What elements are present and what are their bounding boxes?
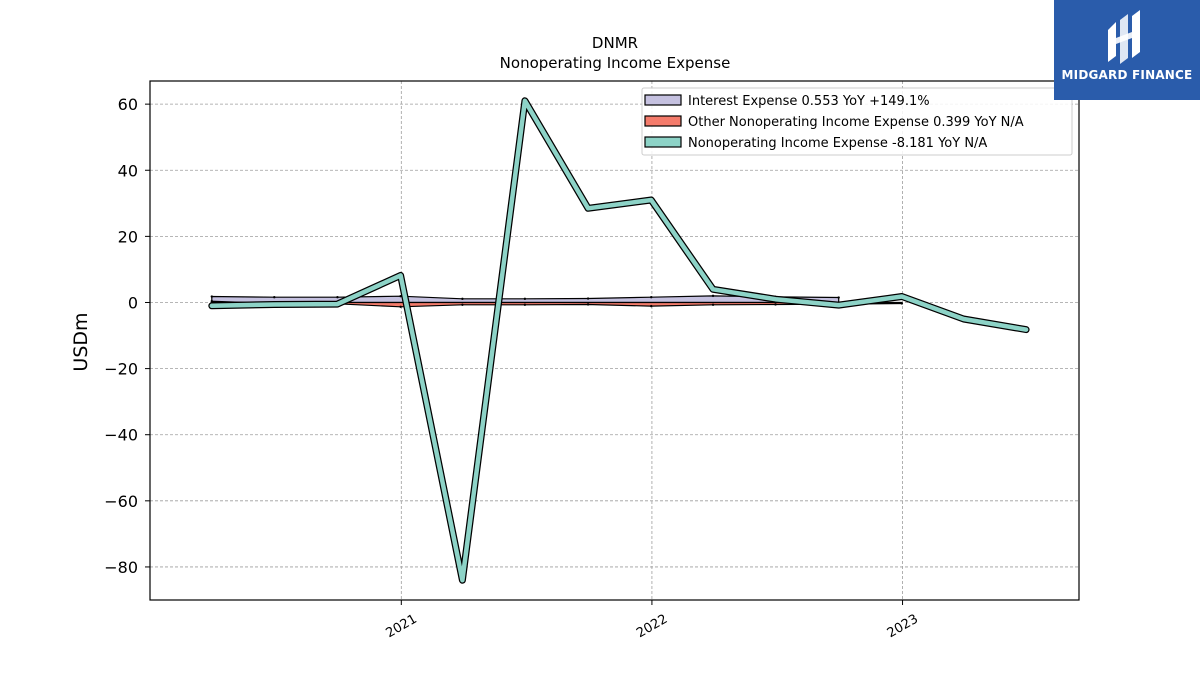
data-point (210, 299, 213, 303)
data-point (900, 302, 904, 305)
y-tick-label: 40 (118, 161, 138, 180)
logo-text: MIDGARD FINANCE (1061, 68, 1193, 82)
x-tick-label: 2021 (383, 612, 419, 642)
grid (150, 81, 1079, 600)
data-point (210, 295, 213, 298)
x-tick-label: 2023 (885, 612, 921, 642)
data-point (711, 288, 715, 291)
data-point (586, 207, 590, 210)
data-point (962, 317, 965, 321)
data-point (461, 303, 464, 306)
y-tick-label: −40 (104, 426, 138, 445)
data-point (1024, 328, 1028, 331)
y-tick-label: 0 (128, 293, 138, 312)
data-point (837, 296, 840, 299)
data-point (399, 305, 402, 308)
plot-frame (149, 80, 1080, 601)
y-tick-label: 20 (118, 227, 138, 246)
data-point (711, 303, 715, 306)
x-tick-label: 2022 (634, 612, 670, 642)
data-point (523, 303, 527, 306)
data-point (774, 297, 777, 301)
plot-area (208, 97, 1030, 584)
y-tick-label: −60 (104, 492, 138, 511)
data-point (210, 304, 213, 307)
data-point (774, 303, 777, 306)
legend-label: Other Nonoperating Income Expense 0.399 … (688, 115, 1024, 130)
data-point (837, 303, 840, 307)
legend-swatch (644, 115, 682, 127)
legend-label: Nonoperating Income Expense -8.181 YoY N… (688, 136, 987, 151)
chart-subtitle: Nonoperating Income Expense (500, 54, 731, 72)
data-point (461, 578, 464, 582)
legend-swatch (644, 94, 682, 106)
data-point (273, 295, 276, 299)
data-point (399, 274, 402, 277)
data-point (523, 99, 527, 103)
legend-label: Interest Expense 0.553 YoY +149.1% (688, 94, 930, 109)
series-line-2 (209, 98, 1029, 583)
data-point (461, 297, 464, 301)
legend: Interest Expense 0.553 YoY +149.1% Other … (641, 87, 1073, 156)
logo-mark-icon (1108, 10, 1140, 64)
series-line-outline-2 (208, 97, 1030, 584)
y-tick-label: −20 (104, 360, 138, 379)
data-point (586, 297, 590, 300)
data-point (523, 297, 527, 301)
axes: −80 −60 −40 −20 0 20 40 60 2021 2022 2023 (104, 95, 921, 641)
data-point (586, 303, 590, 306)
data-point (336, 302, 339, 306)
y-axis-label: USDm (70, 312, 92, 371)
midgard-finance-logo: MIDGARD FINANCE (1054, 0, 1200, 100)
chart-title: DNMR (592, 34, 638, 52)
data-point (900, 295, 904, 298)
data-point (650, 295, 653, 299)
data-point (711, 294, 715, 298)
y-tick-label: 60 (118, 95, 138, 114)
data-point (650, 198, 653, 202)
data-point (273, 303, 276, 306)
data-point (336, 295, 339, 299)
legend-swatch (644, 136, 682, 148)
legend-box (641, 87, 1073, 156)
y-tick-label: −80 (104, 558, 138, 577)
data-point (650, 304, 653, 308)
